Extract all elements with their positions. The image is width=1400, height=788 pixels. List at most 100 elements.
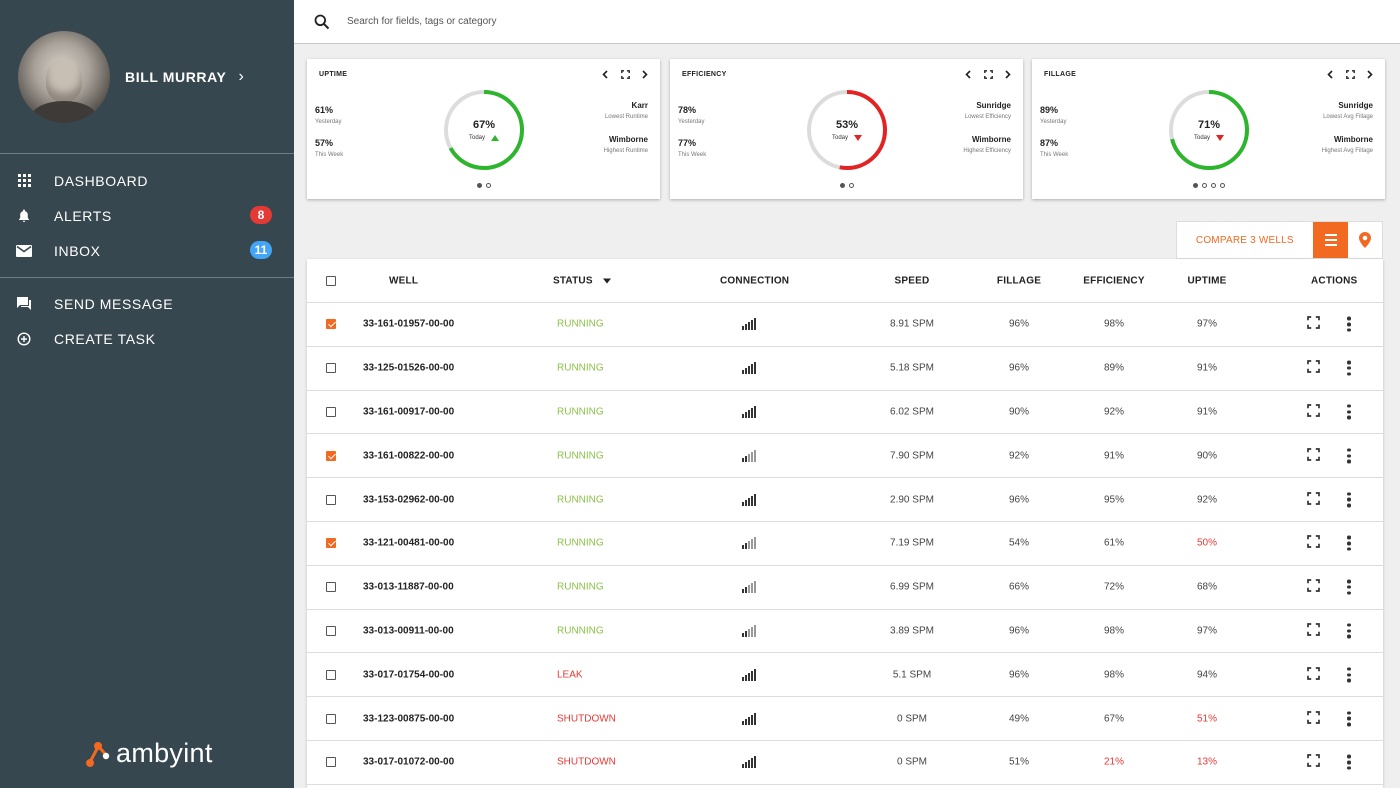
nav-item-send-message[interactable]: SEND MESSAGE xyxy=(0,286,294,321)
more-vert-icon[interactable] xyxy=(1347,448,1351,464)
table-row[interactable]: 33-017-01754-00-00 LEAK 5.1 SPM 96% 98% … xyxy=(307,653,1383,698)
row-checkbox[interactable] xyxy=(326,538,336,549)
chevron-left-icon[interactable] xyxy=(600,69,610,79)
page-dot[interactable] xyxy=(839,183,845,188)
more-vert-icon[interactable] xyxy=(1347,667,1351,683)
page-dot[interactable] xyxy=(848,183,854,188)
nav-item-create-task[interactable]: CREATE TASK xyxy=(0,321,294,356)
row-checkbox[interactable] xyxy=(326,363,336,374)
stat-label: Highest Efficiency xyxy=(963,148,1011,154)
nav-item-dashboard[interactable]: DASHBOARD xyxy=(0,163,294,198)
table-row[interactable]: 33-125-01526-00-00 RUNNING 5.18 SPM 96% … xyxy=(307,347,1383,391)
table-row[interactable]: 33-123-00875-00-00 SHUTDOWN 0 SPM 49% 67… xyxy=(307,697,1383,741)
expand-icon[interactable] xyxy=(1307,535,1320,551)
table-row[interactable]: 33-161-00917-00-00 RUNNING 6.02 SPM 90% … xyxy=(307,391,1383,435)
header-uptime[interactable]: UPTIME xyxy=(1187,275,1227,286)
more-vert-icon[interactable] xyxy=(1347,492,1351,508)
compare-wells-button[interactable]: COMPARE 3 WELLS xyxy=(1195,234,1294,246)
table-row[interactable]: 33-013-11887-00-00 RUNNING 6.99 SPM 66% … xyxy=(307,566,1383,610)
stat-yesterday: 89% Yesterday xyxy=(1040,105,1066,125)
more-vert-icon[interactable] xyxy=(1347,360,1351,376)
row-checkbox[interactable] xyxy=(326,713,336,724)
more-vert-icon[interactable] xyxy=(1347,754,1351,770)
page-dot[interactable] xyxy=(1219,183,1225,188)
list-view-button[interactable] xyxy=(1312,222,1349,258)
expand-icon[interactable] xyxy=(1307,316,1320,332)
chevron-right-icon[interactable] xyxy=(640,69,650,79)
well-id[interactable]: 33-013-00911-00-00 xyxy=(363,625,454,637)
well-id[interactable]: 33-017-01754-00-00 xyxy=(363,669,455,681)
fullscreen-icon[interactable] xyxy=(620,69,630,79)
page-dot[interactable] xyxy=(1192,183,1198,188)
table-row[interactable]: 33-153-02962-00-00 RUNNING 2.90 SPM 96% … xyxy=(307,478,1383,522)
signal-icon xyxy=(742,624,756,637)
expand-icon[interactable] xyxy=(1307,666,1320,683)
nav-item-inbox[interactable]: INBOX 11 xyxy=(0,233,294,268)
more-vert-icon[interactable] xyxy=(1347,711,1351,727)
table-row[interactable]: 33-121-00481-00-00 RUNNING 7.19 SPM 54% … xyxy=(307,522,1383,566)
well-id[interactable]: 33-017-01072-00-00 xyxy=(363,756,455,768)
header-well[interactable]: WELL xyxy=(389,275,419,286)
more-vert-icon[interactable] xyxy=(1347,316,1351,332)
table-row[interactable]: 33-161-00822-00-00 RUNNING 7.90 SPM 92% … xyxy=(307,434,1383,479)
fullscreen-icon[interactable] xyxy=(1345,69,1355,79)
map-view-button[interactable] xyxy=(1348,222,1382,258)
gauge: 67% Today xyxy=(442,88,526,172)
expand-icon[interactable] xyxy=(1307,579,1320,595)
well-id[interactable]: 33-123-00875-00-00 xyxy=(363,713,455,725)
chevron-right-icon[interactable] xyxy=(1003,69,1013,79)
table-row[interactable]: 33-017-01072-00-00 SHUTDOWN 0 SPM 51% 21… xyxy=(307,741,1383,785)
chevron-right-icon[interactable] xyxy=(1365,69,1375,79)
header-speed[interactable]: SPEED xyxy=(894,275,930,286)
kpi-card-fillage: FILLAGE 89% Yesterday 87% This Week xyxy=(1032,59,1385,199)
select-all-checkbox[interactable] xyxy=(326,275,336,286)
page-dot[interactable] xyxy=(485,183,491,188)
header-connection[interactable]: CONNECTION xyxy=(720,275,790,286)
well-id[interactable]: 33-161-01957-00-00 xyxy=(363,318,455,330)
chevron-left-icon[interactable] xyxy=(1325,69,1335,79)
page-dot[interactable] xyxy=(1201,183,1207,188)
more-vert-icon[interactable] xyxy=(1347,623,1351,639)
well-id[interactable]: 33-161-00822-00-00 xyxy=(363,450,455,462)
well-id[interactable]: 33-161-00917-00-00 xyxy=(363,406,455,418)
more-vert-icon[interactable] xyxy=(1347,535,1351,551)
header-fillage[interactable]: FILLAGE xyxy=(996,275,1042,286)
expand-icon[interactable] xyxy=(1307,404,1320,420)
well-id[interactable]: 33-013-11887-00-00 xyxy=(363,581,454,593)
profile-name-link[interactable]: BILL MURRAY › xyxy=(125,68,244,86)
header-status[interactable]: STATUS xyxy=(553,275,611,286)
page-dot[interactable] xyxy=(1210,183,1216,188)
fullscreen-icon[interactable] xyxy=(983,69,993,79)
expand-icon[interactable] xyxy=(1307,754,1320,770)
well-id[interactable]: 33-125-01526-00-00 xyxy=(363,362,455,374)
trend-down-icon xyxy=(854,135,862,141)
more-vert-icon[interactable] xyxy=(1347,404,1351,420)
well-id[interactable]: 33-153-02962-00-00 xyxy=(363,494,455,506)
stat-label: This Week xyxy=(315,152,344,158)
row-checkbox[interactable] xyxy=(326,319,336,330)
well-id[interactable]: 33-121-00481-00-00 xyxy=(363,537,455,549)
table-row[interactable]: 33-161-01957-00-00 RUNNING 8.91 SPM 96% … xyxy=(307,303,1383,347)
row-checkbox[interactable] xyxy=(326,494,336,505)
gauge-ring xyxy=(444,90,524,170)
row-checkbox[interactable] xyxy=(326,450,336,461)
table-row[interactable]: 33-013-00911-00-00 RUNNING 3.89 SPM 96% … xyxy=(307,610,1383,654)
search-icon[interactable] xyxy=(314,14,330,30)
expand-icon[interactable] xyxy=(1307,491,1320,508)
row-checkbox[interactable] xyxy=(326,625,336,636)
row-checkbox[interactable] xyxy=(326,757,336,768)
row-checkbox[interactable] xyxy=(326,582,336,593)
profile-header[interactable]: BILL MURRAY › xyxy=(0,0,294,154)
page-dot[interactable] xyxy=(476,183,482,188)
expand-icon[interactable] xyxy=(1307,447,1320,464)
header-efficiency[interactable]: EFFICIENCY xyxy=(1083,275,1145,286)
row-checkbox[interactable] xyxy=(326,406,336,417)
more-vert-icon[interactable] xyxy=(1347,579,1351,595)
chevron-left-icon[interactable] xyxy=(963,69,973,79)
search-input[interactable] xyxy=(347,16,947,27)
row-checkbox[interactable] xyxy=(326,669,336,680)
expand-icon[interactable] xyxy=(1307,360,1320,376)
expand-icon[interactable] xyxy=(1307,623,1320,639)
expand-icon[interactable] xyxy=(1307,710,1320,727)
nav-item-alerts[interactable]: ALERTS 8 xyxy=(0,198,294,233)
